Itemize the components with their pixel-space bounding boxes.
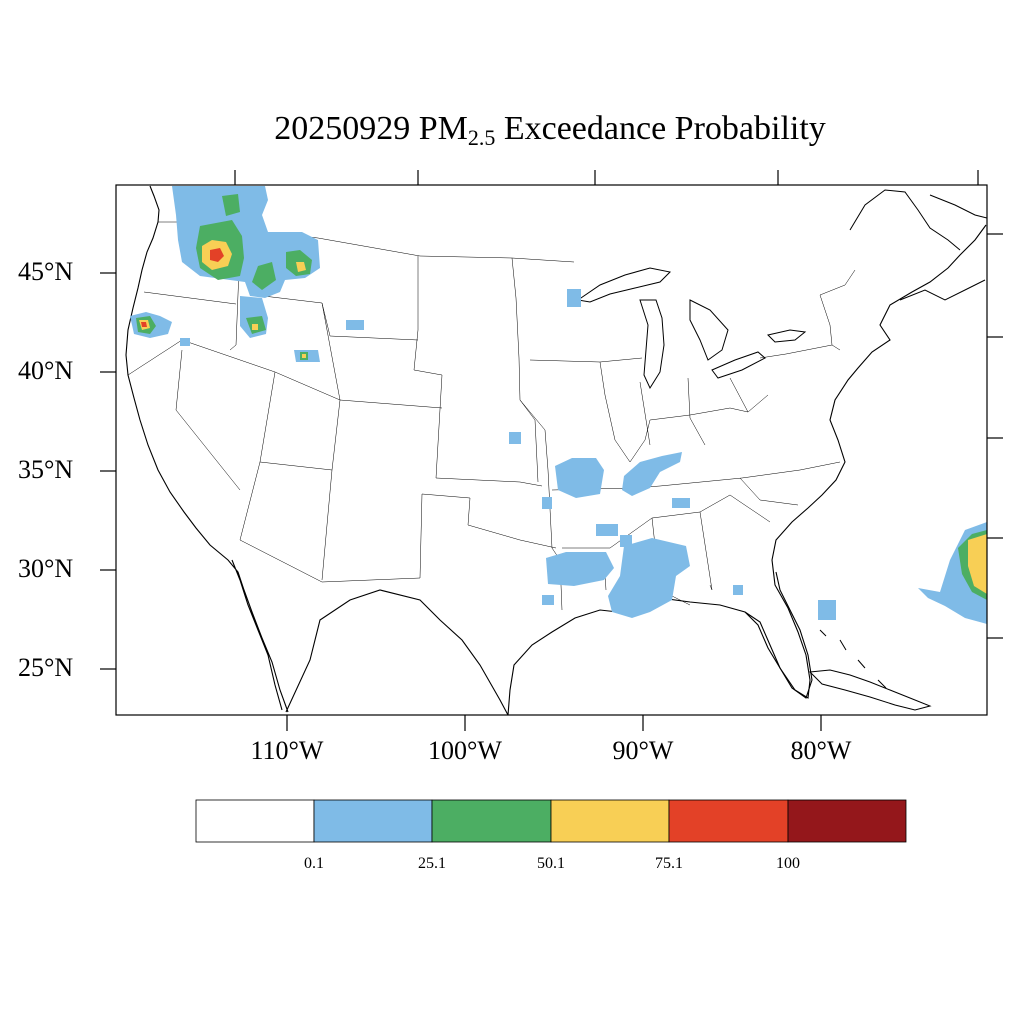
colorbar-box-3 xyxy=(550,799,670,843)
us-coastline xyxy=(125,185,987,715)
area-wyoming xyxy=(346,320,364,330)
colorbar-box-0 xyxy=(195,799,315,843)
colorbar-box-1 xyxy=(313,799,433,843)
lake-huron xyxy=(689,299,729,361)
area-arkansas xyxy=(555,458,604,498)
frame-ticks xyxy=(100,170,1003,731)
lake-michigan xyxy=(639,299,665,390)
area-mississippi-small xyxy=(596,524,618,536)
area-northwest-severe xyxy=(210,248,224,262)
canada-coast xyxy=(849,189,987,301)
area-northwest-mid-2 xyxy=(222,194,240,216)
lat-label-25: 25°N xyxy=(18,653,74,682)
area-ms-small xyxy=(620,535,632,547)
lat-label-45: 45°N xyxy=(18,257,74,286)
area-gulf-small xyxy=(542,595,554,605)
area-wisconsin xyxy=(567,289,581,307)
colorbar-box-4 xyxy=(668,799,789,843)
area-northwest-mid-3 xyxy=(252,262,276,290)
colorbar-label-5: 100 xyxy=(776,855,800,872)
florida-outline xyxy=(744,571,813,699)
title-prefix: 20250929 PM xyxy=(274,110,468,147)
probability-layer xyxy=(130,186,987,624)
lat-label-30: 30°N xyxy=(18,554,74,583)
colorbar-label-2: 25.1 xyxy=(418,855,446,872)
lon-label-80: 80°W xyxy=(790,736,852,765)
area-kansas xyxy=(509,432,521,444)
area-gulf-west xyxy=(546,552,614,586)
colorbar-box-2 xyxy=(431,799,552,843)
area-montana-high xyxy=(296,262,306,272)
colorbar-box-5 xyxy=(787,799,907,843)
bahamas-outline xyxy=(819,629,887,689)
lake-superior xyxy=(576,267,672,303)
colorbar xyxy=(195,799,907,843)
area-georgia-small xyxy=(672,498,690,508)
area-northwest-low xyxy=(172,186,320,298)
lon-label-100: 100°W xyxy=(428,736,502,765)
area-florida-spot xyxy=(733,585,743,595)
map-frame xyxy=(115,184,988,716)
lon-label-110: 110°W xyxy=(250,736,324,765)
lat-label-35: 35°N xyxy=(18,455,74,484)
area-oregon-severe xyxy=(141,322,147,327)
map-title: 20250929 PM2.5 Exceedance Probability xyxy=(0,110,1024,151)
colorbar-label-1: 0.1 xyxy=(304,855,324,872)
area-oregon-east xyxy=(180,338,190,346)
lat-label-40: 40°N xyxy=(18,356,74,385)
map-content xyxy=(125,185,987,715)
lake-erie xyxy=(711,351,766,379)
area-south-idaho-high xyxy=(252,324,258,330)
area-oklahoma-small xyxy=(542,497,552,509)
title-subscript: 2.5 xyxy=(467,125,496,150)
area-utah-high xyxy=(302,354,306,358)
title-suffix: Exceedance Probability xyxy=(495,110,826,147)
area-bahamas-spot xyxy=(818,600,836,620)
cuba-outline xyxy=(808,669,932,711)
area-gulf-east xyxy=(608,538,690,618)
lon-label-90: 90°W xyxy=(612,736,674,765)
lake-ontario xyxy=(767,329,807,343)
colorbar-label-4: 75.1 xyxy=(655,855,683,872)
colorbar-label-3: 50.1 xyxy=(537,855,565,872)
area-tennessee xyxy=(622,452,682,496)
area-atlantic-high xyxy=(968,534,987,594)
